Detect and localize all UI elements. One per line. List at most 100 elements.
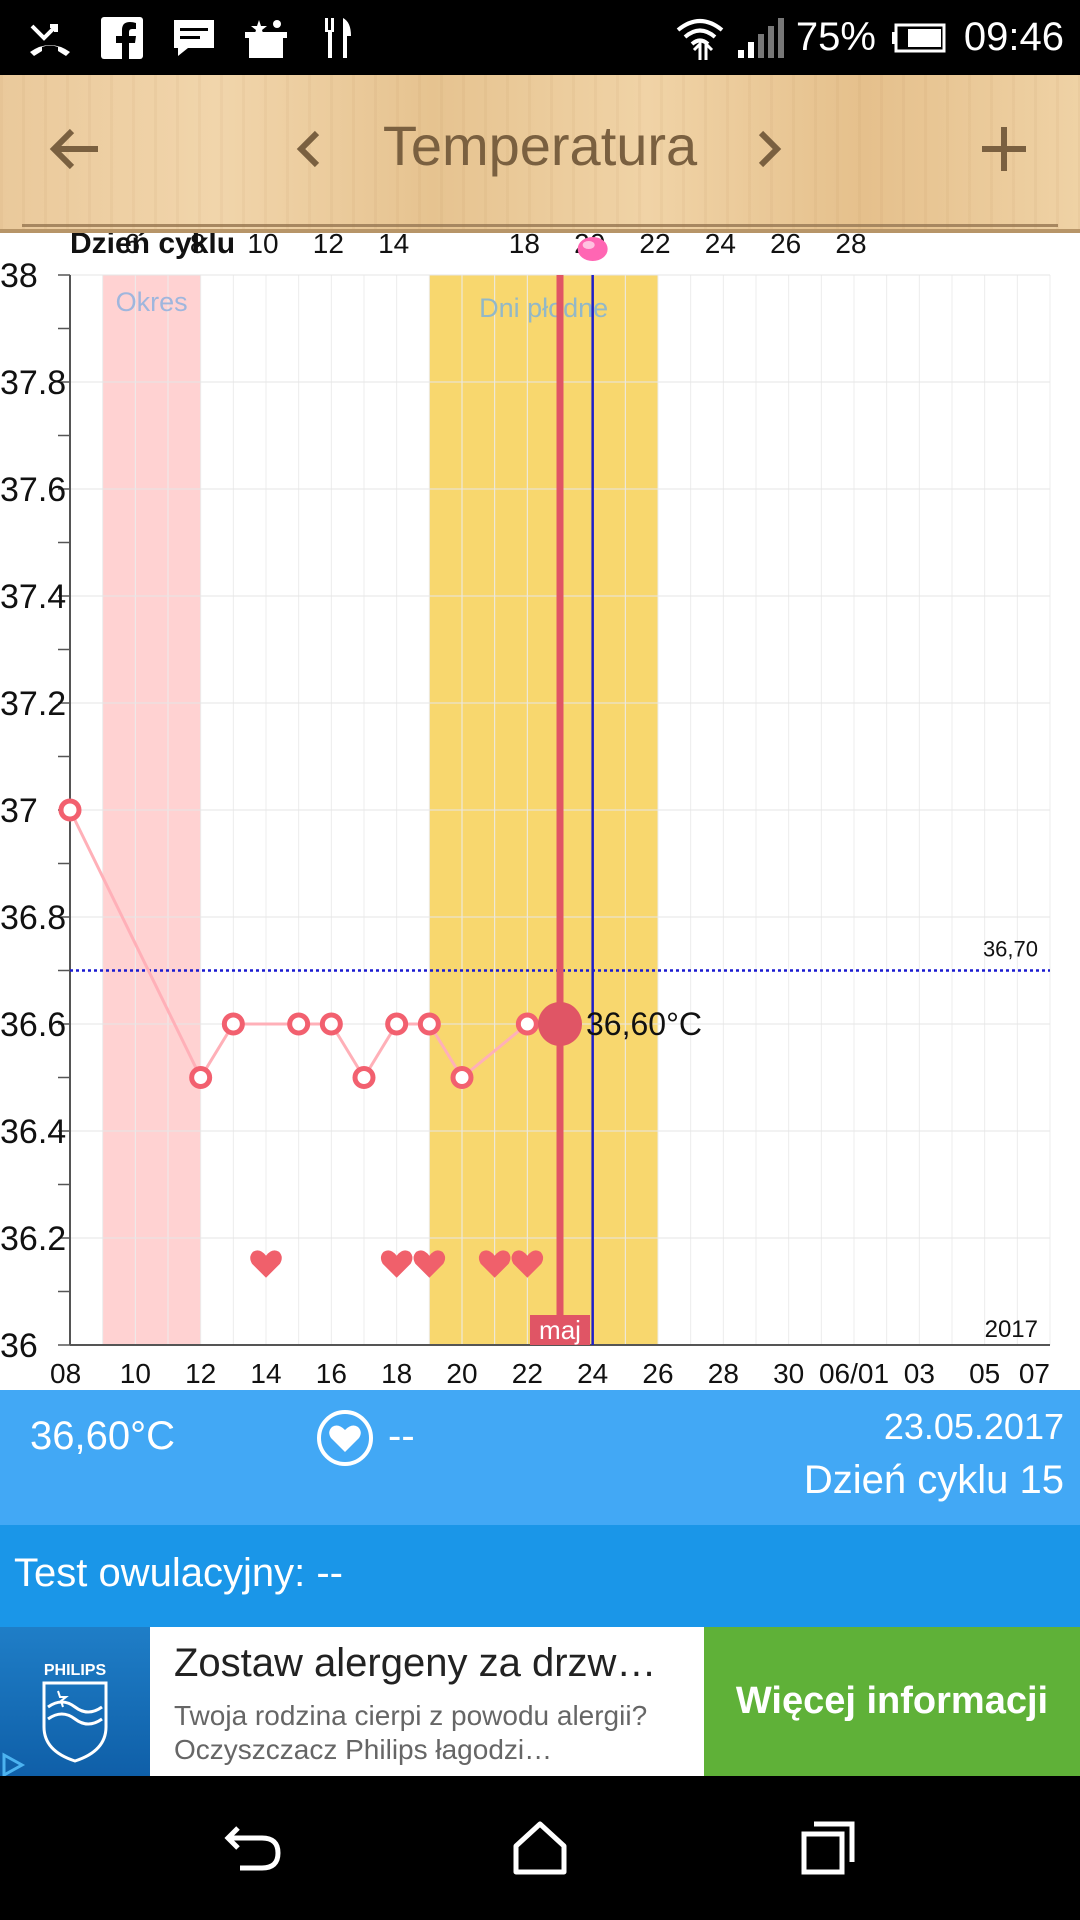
arrow-left-icon: [49, 128, 98, 170]
data-point: [58, 798, 82, 822]
y-tick-label: 37.2: [0, 685, 66, 723]
data-point: [385, 1012, 409, 1036]
x-bottom-tick-label: 20: [446, 1358, 477, 1389]
x-top-title: Dzień cyklu: [70, 233, 235, 260]
signal-icon: [736, 16, 784, 60]
y-tick-label: 37.4: [0, 578, 66, 616]
x-top-tick-label: 28: [835, 233, 866, 259]
x-bottom-tick-label: 07: [1019, 1358, 1050, 1389]
heart-icon: [511, 1250, 544, 1278]
x-bottom-tick-label: 16: [316, 1358, 347, 1389]
x-top-tick-label: 26: [770, 233, 801, 259]
app-icon: [242, 14, 290, 62]
status-bar: 75% 09:46: [0, 0, 1080, 75]
x-bottom-tick-label: 10: [120, 1358, 151, 1389]
ovulation-test-label: Test owulacyjny: --: [14, 1551, 343, 1595]
heart-icon: [478, 1250, 511, 1278]
x-top-tick-label: 10: [247, 233, 278, 259]
wifi-icon: [674, 14, 726, 62]
battery-icon: [891, 23, 946, 53]
x-bottom-tick-label: 12: [185, 1358, 216, 1389]
band-label-period: Okres: [116, 287, 188, 317]
x-top-tick-label: 8: [190, 233, 206, 259]
data-point: [515, 1012, 539, 1036]
x-top-tick-label: 18: [509, 233, 540, 259]
plus-icon: [982, 127, 1026, 171]
x-top-tick-label: 14: [378, 233, 409, 259]
x-bottom-tick-label: 24: [577, 1358, 608, 1389]
y-tick-label: 36.4: [0, 1113, 66, 1151]
heart-icon: [413, 1250, 446, 1278]
missed-call-icon: [26, 14, 74, 62]
next-button[interactable]: [730, 109, 810, 189]
chevron-left-icon: [296, 130, 320, 168]
clock: 09:46: [963, 15, 1064, 59]
band-label-fertile: Dni płodne: [479, 293, 608, 323]
message-icon: [170, 14, 218, 62]
x-top-tick-label: 24: [705, 233, 736, 259]
ad-banner[interactable]: PHILIPS Zostaw alergeny za drzw… Twoja r…: [0, 1627, 1080, 1778]
home-icon[interactable]: [504, 1812, 576, 1884]
y-tick-label: 37.8: [0, 364, 66, 402]
chevron-right-icon: [758, 130, 782, 168]
x-top-tick-label: 22: [639, 233, 670, 259]
ovulation-test-row[interactable]: Test owulacyjny: --: [0, 1525, 1080, 1627]
y-tick-label: 36.2: [0, 1220, 66, 1258]
data-point: [352, 1066, 376, 1089]
x-bottom-tick-label: 06/01: [819, 1358, 889, 1389]
heart-circle-icon[interactable]: [315, 1408, 375, 1468]
x-bottom-tick-label: 22: [512, 1358, 543, 1389]
x-bottom-tick-label: 03: [904, 1358, 935, 1389]
data-point: [221, 1012, 245, 1036]
heart-icon: [380, 1250, 413, 1278]
y-tick-label: 37: [0, 792, 38, 830]
ad-body[interactable]: Twoja rodzina cierpi z powodu alergii? O…: [174, 1700, 648, 1765]
selected-temperature: 36,60°C: [30, 1414, 175, 1458]
y-tick-label: 36.6: [0, 1006, 66, 1044]
ad-cta-button[interactable]: Więcej informacji: [704, 1627, 1080, 1776]
y-tick-label: 37.6: [0, 471, 66, 509]
ovulation-marker-highlight: [582, 241, 595, 249]
philips-logo[interactable]: PHILIPS: [0, 1627, 150, 1778]
selected-data-point: [538, 1002, 582, 1046]
y-tick-label: 36: [0, 1327, 38, 1365]
coverline-label: 36,70: [983, 937, 1038, 962]
facebook-icon: [98, 14, 146, 62]
y-tick-label: 38: [0, 257, 38, 295]
back-icon[interactable]: [218, 1812, 290, 1884]
data-point: [417, 1012, 441, 1036]
ovulation-marker-icon: [577, 237, 608, 261]
year-label: 2017: [985, 1316, 1038, 1343]
chart-canvas[interactable]: Okres Dni płodne 38 37.8 37.6 37.4 37.2 37 36.8 3…: [0, 233, 1080, 1390]
x-bottom-tick-label: 28: [708, 1358, 739, 1389]
x-bottom-tick-label: 18: [381, 1358, 412, 1389]
data-point: [319, 1012, 343, 1036]
previous-button[interactable]: [268, 109, 348, 189]
ad-title[interactable]: Zostaw alergeny za drzw…: [174, 1641, 657, 1685]
add-button[interactable]: [964, 109, 1044, 189]
data-point: [189, 1066, 213, 1089]
y-tick-label: 36.8: [0, 899, 66, 937]
back-button[interactable]: [34, 109, 114, 189]
x-bottom-tick-label: 08: [50, 1358, 81, 1389]
header-divider: [22, 224, 1058, 227]
ad-brand: PHILIPS: [44, 1662, 107, 1679]
intercourse-value: --: [388, 1414, 415, 1458]
cycle-day: Dzień cyklu 15: [803, 1458, 1064, 1502]
info-bar: 36,60°C -- 23.05.2017 Dzień cyklu 15: [0, 1390, 1080, 1525]
page-title: Temperatura: [382, 114, 698, 177]
battery-percent: 75%: [795, 15, 876, 59]
header: Temperatura: [0, 75, 1080, 233]
x-top-tick-label: 12: [313, 233, 344, 259]
x-top-tick-label: 6: [125, 233, 141, 259]
x-bottom-tick-label: 05: [969, 1358, 1000, 1389]
x-bottom-tick-label: 26: [642, 1358, 673, 1389]
x-bottom-tick-label: 14: [250, 1358, 281, 1389]
data-point: [287, 1012, 311, 1036]
temperature-chart[interactable]: Okres Dni płodne 38 37.8 37.6 37.4 37.2 37 36.8 3…: [0, 233, 1080, 1390]
data-point: [450, 1066, 474, 1089]
month-label-box: [530, 1315, 590, 1345]
recents-icon[interactable]: [792, 1812, 864, 1884]
month-label: maj: [539, 1315, 581, 1345]
